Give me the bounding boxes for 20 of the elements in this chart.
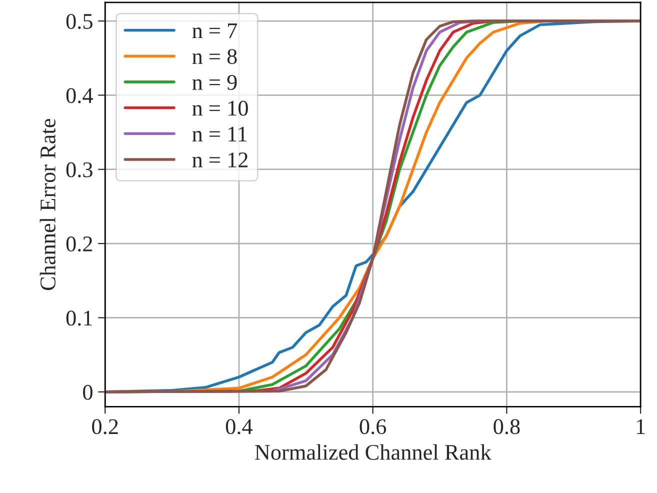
legend-label: n = 9: [192, 74, 237, 90]
legend-label: n = 10: [192, 100, 248, 116]
legend-label: n = 8: [192, 49, 237, 64]
y-tick-label: 0.2: [66, 236, 92, 252]
y-tick-label: 0.1: [66, 310, 92, 326]
x-tick-label: 0.8: [494, 419, 520, 434]
x-tick-label: 0.2: [92, 419, 118, 434]
legend-label: n = 12: [192, 152, 248, 168]
x-tick-label: 0.6: [360, 419, 386, 434]
y-tick-label: 0: [83, 384, 92, 400]
y-tick-label: 0.4: [66, 88, 93, 104]
x-axis-title: Normalized Channel Rank: [255, 444, 492, 460]
x-tick-label: 1: [636, 419, 645, 434]
y-axis-title: Channel Error Rate: [40, 118, 56, 290]
y-tick-label: 0.3: [66, 162, 92, 178]
y-tick-label: 0.5: [66, 14, 92, 30]
legend-label: n = 7: [192, 23, 238, 38]
x-tick-label: 0.4: [226, 419, 253, 434]
legend-label: n = 11: [192, 126, 247, 142]
line-series: [105, 20, 641, 394]
